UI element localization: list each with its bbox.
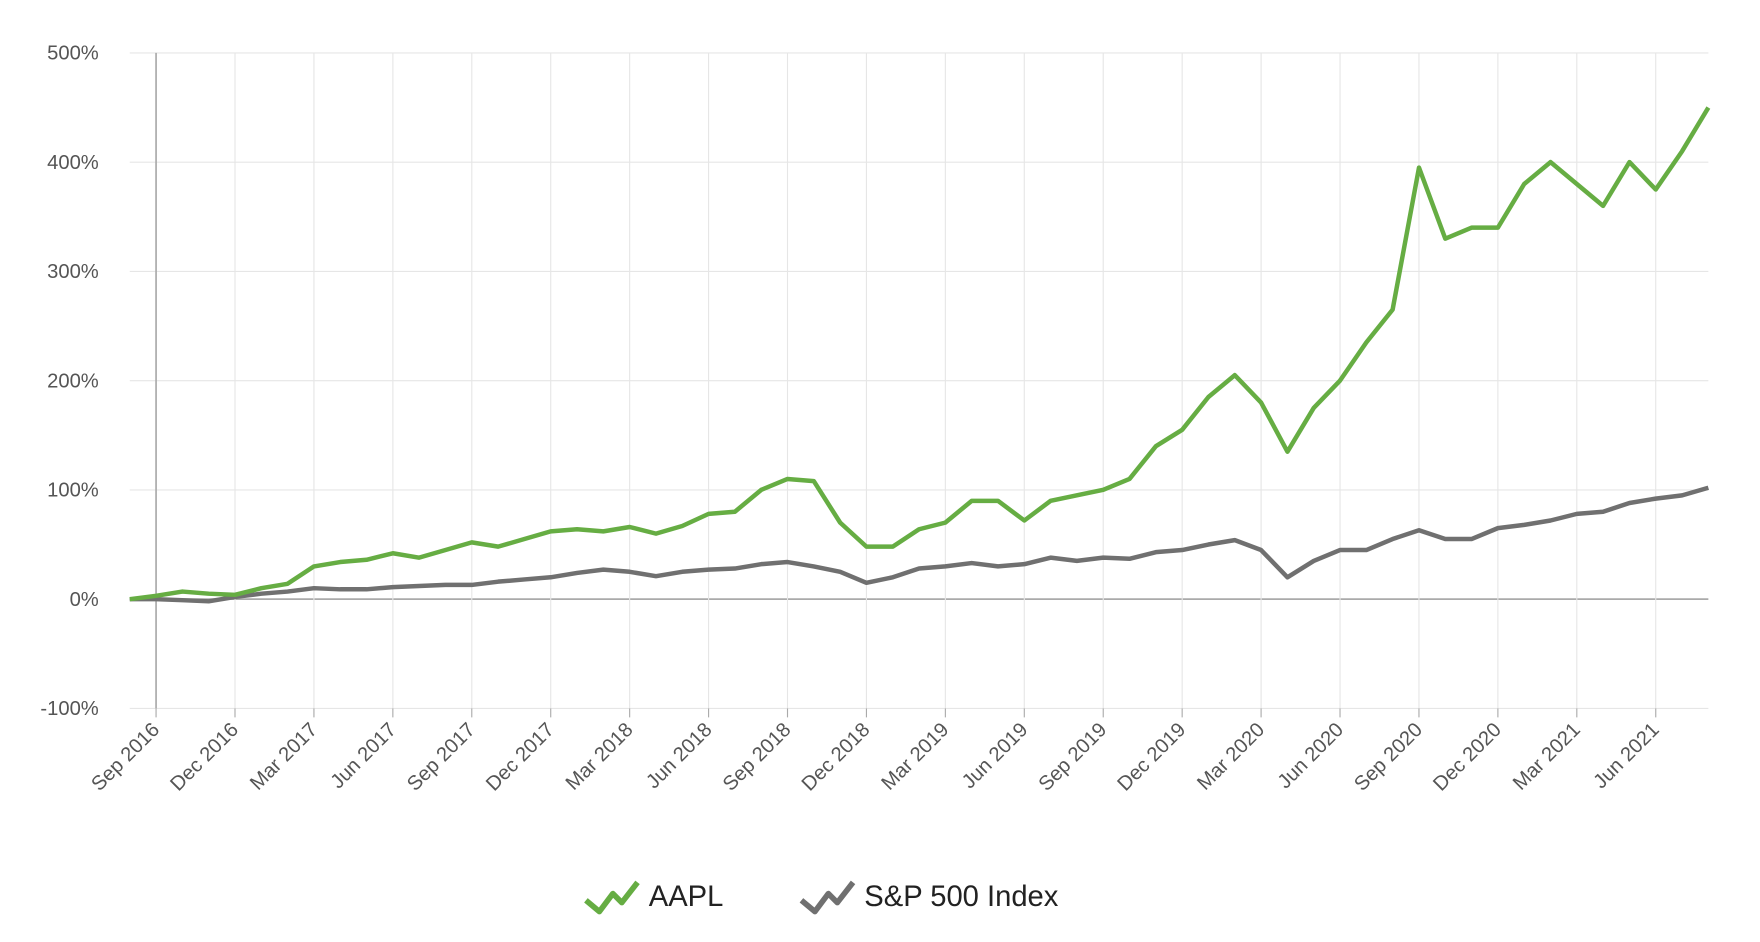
x-tick-label: Jun 2017 [327,719,401,793]
legend-label: AAPL [649,881,724,913]
legend-label: S&P 500 Index [864,881,1059,913]
x-tick-label: Jun 2019 [958,719,1032,793]
x-tick-label: Mar 2019 [878,719,954,795]
legend-icon [799,880,856,915]
y-tick-label: 200% [47,370,99,392]
x-tick-label: Mar 2021 [1509,719,1585,795]
legend-item: AAPL [584,880,724,915]
y-tick-label: -100% [40,698,98,720]
series-line [129,106,1711,602]
x-tick-label: Dec 2016 [166,719,243,796]
x-tick-label: Jun 2021 [1589,719,1663,793]
x-tick-label: Dec 2020 [1429,719,1506,796]
y-tick-label: 0% [70,589,99,611]
legend-item: S&P 500 Index [799,880,1059,915]
y-tick-label: 100% [47,480,99,502]
x-tick-label: Sep 2018 [719,719,796,796]
y-tick-label: 500% [47,43,99,65]
x-tick-label: Dec 2017 [482,719,559,796]
series-line [129,485,1709,604]
x-tick-label: Mar 2018 [562,719,638,795]
x-tick-label: Jun 2020 [1274,719,1348,793]
x-tick-label: Dec 2018 [798,719,875,796]
y-tick-label: 400% [47,152,99,174]
legend-icon [584,880,640,915]
x-tick-label: Mar 2020 [1193,719,1269,795]
x-tick-label: Sep 2017 [403,719,480,796]
y-tick-label: 300% [47,261,99,283]
x-tick-label: Sep 2016 [87,719,164,796]
x-tick-label: Jun 2018 [642,719,716,793]
x-tick-label: Sep 2020 [1350,719,1427,796]
x-tick-label: Dec 2019 [1114,719,1191,796]
x-tick-label: Sep 2019 [1035,719,1112,796]
x-tick-label: Mar 2017 [246,719,322,795]
